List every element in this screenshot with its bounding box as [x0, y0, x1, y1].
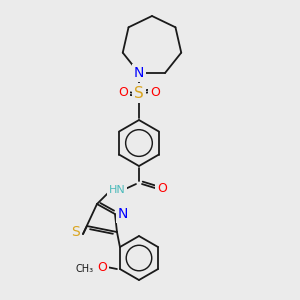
Text: CH₃: CH₃ — [76, 264, 94, 274]
Text: S: S — [72, 225, 80, 239]
Text: N: N — [134, 66, 144, 80]
Text: N: N — [118, 207, 128, 221]
Text: O: O — [150, 85, 160, 98]
Text: O: O — [97, 260, 107, 274]
Text: HN: HN — [109, 185, 125, 195]
Text: S: S — [134, 85, 144, 100]
Text: O: O — [118, 85, 128, 98]
Text: O: O — [157, 182, 167, 194]
